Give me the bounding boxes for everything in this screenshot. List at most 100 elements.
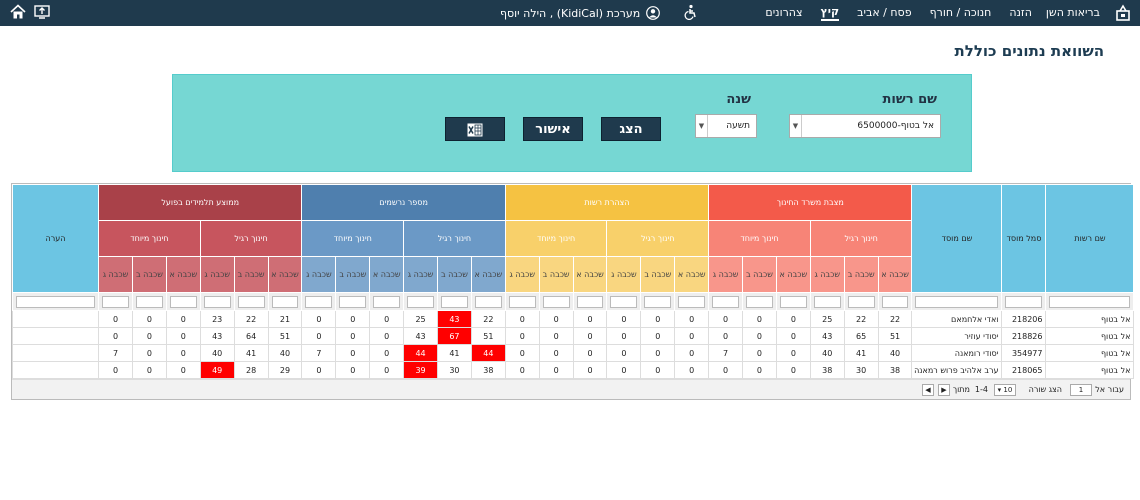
filter-input[interactable] — [203, 295, 231, 308]
cell-value: 0 — [165, 361, 201, 379]
grade-header[interactable]: שכבה ג — [504, 256, 540, 293]
table-row[interactable]: אל בטוף 218826 יסודי עוזיר 51 65 43 0 0 0 0 0 0 0 0 0 5… — [12, 327, 1135, 345]
filter-input[interactable] — [644, 295, 672, 308]
nav-afterschool[interactable]: צהרונים — [765, 5, 803, 19]
cell-value: 0 — [538, 310, 574, 328]
prev-page-button[interactable]: ◀ — [922, 384, 934, 396]
filter-input[interactable] — [847, 295, 875, 308]
grade-header[interactable]: שכבה ג — [708, 256, 744, 293]
filter-input[interactable] — [779, 295, 807, 308]
nav-hanukkah[interactable]: חנוכה / חורף — [929, 5, 992, 19]
cell-value: 0 — [369, 361, 405, 379]
table-row[interactable]: אל בטוף 354977 יסודי רומאנה 40 41 40 0 0 7 0 0 0 0 0 0… — [12, 344, 1135, 362]
filter-input[interactable] — [16, 295, 95, 308]
grade-header[interactable]: שכבה ב — [742, 256, 777, 293]
cell-note — [12, 327, 99, 345]
filter-input[interactable] — [508, 295, 536, 308]
year-value: תשעה — [726, 121, 750, 131]
grade-header[interactable]: שכבה ג — [809, 256, 845, 293]
cell-value: 43 — [199, 327, 235, 345]
filter-input[interactable] — [441, 295, 468, 308]
filter-input[interactable] — [712, 295, 740, 308]
filter-cell — [1001, 292, 1047, 311]
grade-header[interactable]: שכבה א — [674, 256, 710, 293]
filter-input[interactable] — [1049, 295, 1131, 308]
filter-input[interactable] — [813, 295, 841, 308]
home-icon[interactable] — [10, 4, 26, 20]
cell-value: 0 — [606, 344, 642, 362]
table-row[interactable]: אל בטוף 218065 ערב אלהיב פרוש רמאנה 38 30 38 0… — [12, 361, 1135, 379]
app-logo-icon[interactable] — [1114, 4, 1132, 22]
grade-header[interactable]: שכבה א — [877, 256, 913, 293]
filter-input[interactable] — [474, 295, 502, 308]
grade-header[interactable]: שכבה ג — [403, 256, 438, 293]
filter-input[interactable] — [102, 295, 129, 308]
grade-header[interactable]: שכבה ב — [538, 256, 574, 293]
filter-input[interactable] — [610, 295, 638, 308]
confirm-button[interactable]: אישור — [523, 117, 583, 141]
cell-value: 7 — [98, 344, 133, 362]
table-row[interactable]: אל בטוף 218206 ואדי אלחמאם 22 22 25 0 0 0 0 0 0 0 0 0 2… — [12, 310, 1135, 328]
grade-header[interactable]: שכבה ג — [98, 256, 133, 293]
filter-input[interactable] — [169, 295, 197, 308]
grade-header[interactable]: שכבה ג — [606, 256, 642, 293]
filter-cell — [606, 292, 642, 311]
grade-header[interactable]: שכבה ג — [199, 256, 235, 293]
cell-value: 21 — [267, 310, 303, 328]
cell-value: 0 — [708, 327, 744, 345]
filter-input[interactable] — [407, 295, 434, 308]
page-input[interactable]: 1 — [1070, 384, 1092, 396]
next-page-button[interactable]: ▶ — [938, 384, 950, 396]
sub-regular-1: חינוך רגיל — [606, 220, 710, 257]
filter-input[interactable] — [1005, 295, 1043, 308]
filter-input[interactable] — [373, 295, 401, 308]
nav-summer[interactable]: קיץ — [820, 5, 840, 21]
filter-input[interactable] — [305, 295, 333, 308]
grade-header[interactable]: שכבה ב — [335, 256, 371, 293]
export-icon[interactable] — [34, 4, 50, 20]
nav-passover[interactable]: פסח / אביב — [857, 5, 912, 19]
cell-note — [12, 310, 99, 328]
col-note[interactable]: הערה — [12, 184, 99, 293]
filter-input[interactable] — [135, 295, 163, 308]
cell-value: 41 — [233, 344, 269, 362]
excel-export-button[interactable] — [445, 117, 505, 141]
grade-header[interactable]: שכבה א — [369, 256, 405, 293]
filter-input[interactable] — [271, 295, 299, 308]
year-select[interactable]: תשעה ▼ — [695, 114, 757, 138]
filter-input[interactable] — [678, 295, 706, 308]
grade-header[interactable]: שכבה ב — [131, 256, 167, 293]
grade-header[interactable]: שכבה א — [165, 256, 201, 293]
nav-dental[interactable]: בריאות השן — [1045, 5, 1100, 19]
filter-input[interactable] — [237, 295, 265, 308]
show-button[interactable]: הצג — [601, 117, 661, 141]
grade-header[interactable]: שכבה א — [267, 256, 303, 293]
filter-input[interactable] — [339, 295, 367, 308]
filter-cell — [369, 292, 405, 311]
filter-input[interactable] — [746, 295, 773, 308]
col-authority[interactable]: שם רשות — [1045, 184, 1135, 293]
filter-cell — [403, 292, 438, 311]
grade-header[interactable]: שכבה ג — [301, 256, 337, 293]
cell-value: 22 — [233, 310, 269, 328]
grade-header[interactable]: שכבה א — [572, 256, 608, 293]
filter-cell — [640, 292, 676, 311]
grade-header[interactable]: שכבה ב — [437, 256, 472, 293]
grade-header[interactable]: שכבה א — [775, 256, 811, 293]
filter-input[interactable] — [915, 295, 999, 308]
user-icon[interactable] — [646, 6, 661, 20]
accessibility-icon[interactable] — [682, 4, 698, 20]
col-name[interactable]: שם מוסד — [911, 184, 1003, 293]
authority-select[interactable]: אל בטוף-6500000 ▼ — [789, 114, 941, 138]
grade-header[interactable]: שכבה ב — [640, 256, 676, 293]
filter-input[interactable] — [881, 295, 909, 308]
col-code[interactable]: סמל מוסד — [1001, 184, 1047, 293]
filter-input[interactable] — [576, 295, 604, 308]
filter-input[interactable] — [542, 295, 570, 308]
filter-cell — [98, 292, 133, 311]
grade-header[interactable]: שכבה ב — [843, 256, 879, 293]
grade-header[interactable]: שכבה ב — [233, 256, 269, 293]
grade-header[interactable]: שכבה א — [470, 256, 506, 293]
nav-feeding[interactable]: הזנה — [1009, 5, 1032, 19]
rows-select[interactable]: 10 ▾ — [994, 384, 1016, 396]
